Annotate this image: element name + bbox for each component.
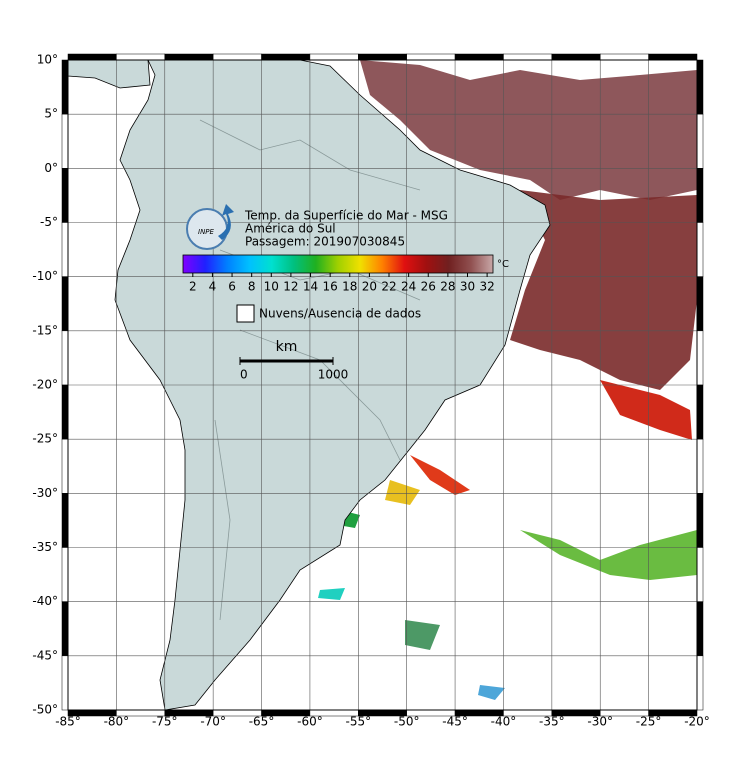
frame-segment	[61, 222, 69, 277]
colorbar-tick-label: 12	[283, 280, 298, 294]
colorbar-tick-label: 24	[401, 280, 416, 294]
frame-segment	[67, 53, 117, 61]
lat-tick-label: -50°	[32, 703, 58, 717]
frame-segment	[61, 655, 69, 711]
colorbar-tick-label: 4	[209, 280, 217, 294]
frame-segment	[696, 330, 704, 386]
lon-tick-label: -40°	[491, 715, 517, 729]
frame-segment	[61, 384, 69, 440]
colorbar-tick-label: 18	[342, 280, 357, 294]
lon-tick-label: -60°	[297, 715, 323, 729]
frame-segment	[696, 222, 704, 277]
colorbar-tick-label: 32	[479, 280, 494, 294]
frame-segment	[696, 276, 704, 332]
overlay: INPE Temp. da Superfície do Mar - MSG Am…	[186, 204, 448, 323]
frame-segment	[696, 113, 704, 169]
lon-tick-label: -70°	[200, 715, 226, 729]
frame-segment	[406, 53, 456, 61]
scale-unit: km	[276, 339, 298, 355]
frame-segment	[696, 438, 704, 494]
colorbar-tick-label: 30	[460, 280, 475, 294]
frame-segment	[212, 53, 262, 61]
lat-tick-label: -5°	[40, 215, 58, 229]
region: América do Sul	[245, 222, 336, 236]
colorbar-tick-label: 22	[381, 280, 396, 294]
frame-segment	[61, 276, 69, 332]
frame-segment	[696, 655, 704, 711]
lon-tick-label: -50°	[394, 715, 420, 729]
cloud-legend-box	[236, 304, 255, 323]
plot-border	[67, 59, 698, 711]
lat-tick-label: 0°	[44, 161, 58, 175]
colorbar	[182, 254, 494, 274]
lat-tick-label: -25°	[32, 432, 58, 446]
logo-text: INPE	[198, 228, 215, 236]
lon-tick-label: -25°	[636, 715, 662, 729]
lon-tick-label: -80°	[104, 715, 130, 729]
lat-tick-label: -40°	[32, 594, 58, 608]
lon-tick-label: -75°	[152, 715, 178, 729]
lat-tick-label: -15°	[32, 323, 58, 337]
scale-bar	[240, 359, 333, 363]
frame-segment	[696, 384, 704, 440]
colorbar-tick-label: 26	[421, 280, 436, 294]
pass-time: Passagem: 201907030845	[245, 235, 405, 249]
lon-tick-label: -65°	[249, 715, 275, 729]
lon-tick-label: -85°	[55, 715, 81, 729]
sea-temperature-field	[318, 60, 697, 700]
lat-tick-label: -45°	[32, 648, 58, 662]
colorbar-tick-label: 14	[303, 280, 318, 294]
frame-segment	[648, 53, 698, 61]
cloud-legend-text: Nuvens/Ausencia de dados	[259, 307, 421, 321]
frame-segment	[61, 547, 69, 602]
lat-tick-label: -35°	[32, 540, 58, 554]
frame-segment	[358, 53, 407, 61]
colorbar-tick-label: 16	[323, 280, 338, 294]
colorbar-tick-label: 2	[189, 280, 197, 294]
colorbar-unit: °C	[497, 259, 509, 270]
frame-segment	[696, 601, 704, 657]
lon-tick-label: -45°	[442, 715, 468, 729]
frame-segment	[696, 493, 704, 548]
frame-segment	[61, 59, 69, 115]
frame-segment	[454, 53, 504, 61]
title: Temp. da Superfície do Mar - MSG	[244, 209, 448, 223]
frame-segment	[61, 168, 69, 223]
colorbar-tick-label: 20	[362, 280, 377, 294]
frame-segment	[61, 113, 69, 169]
frame-segment	[503, 53, 553, 61]
colorbar-tick-label: 6	[228, 280, 236, 294]
frame-segment	[61, 438, 69, 494]
frame-segment	[599, 53, 649, 61]
scale-tick-label: 1000	[318, 368, 349, 382]
scale-tick-label: 0	[240, 368, 248, 382]
lat-tick-label: -20°	[32, 378, 58, 392]
lat-tick-label: 10°	[37, 53, 58, 67]
colorbar-tick-label: 28	[440, 280, 455, 294]
frame-segment	[61, 601, 69, 657]
colorbar-tick-label: 10	[264, 280, 279, 294]
lon-tick-label: -55°	[346, 715, 372, 729]
map-frame	[61, 53, 704, 717]
logo-arrow	[218, 204, 234, 240]
frame-segment	[696, 168, 704, 223]
frame-segment	[309, 53, 359, 61]
frame-segment	[164, 53, 214, 61]
frame-segment	[696, 547, 704, 602]
frame-segment	[696, 59, 704, 115]
frame-segment	[61, 330, 69, 386]
lat-tick-label: -10°	[32, 269, 58, 283]
colorbar-tick-label: 8	[248, 280, 256, 294]
frame-segment	[261, 53, 311, 61]
lat-tick-label: 5°	[44, 107, 58, 121]
lon-tick-label: -20°	[684, 715, 710, 729]
lon-tick-label: -30°	[587, 715, 613, 729]
lat-tick-label: -30°	[32, 486, 58, 500]
frame-segment	[551, 53, 601, 61]
frame-segment	[116, 53, 166, 61]
frame-segment	[61, 493, 69, 548]
lon-tick-label: -35°	[539, 715, 565, 729]
